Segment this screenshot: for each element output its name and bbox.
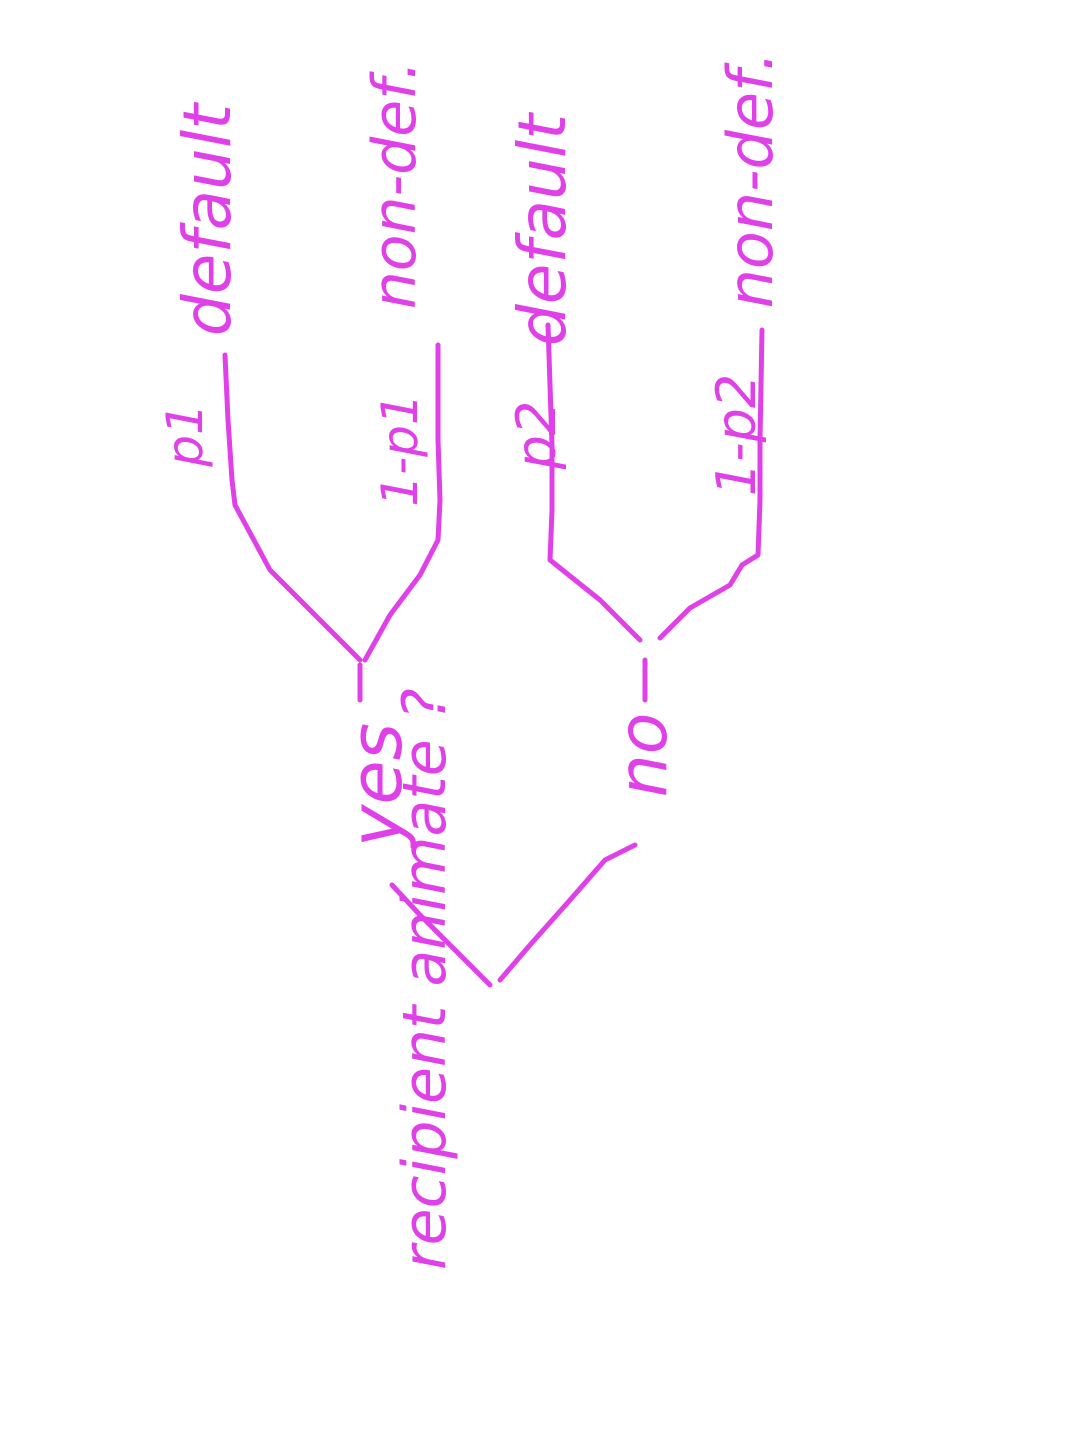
edge-yes-p1 xyxy=(222,352,363,663)
result-label-p2: default xyxy=(504,113,581,347)
edge-root-yes xyxy=(389,882,493,988)
prob-label-p2: p2 xyxy=(505,400,568,470)
result-label-p1: default xyxy=(169,103,246,337)
edge-no-1-p2 xyxy=(657,327,765,641)
edge-yes-1-p1 xyxy=(362,342,443,663)
edge-root-no xyxy=(497,842,638,983)
branch-label-yes: yes xyxy=(334,722,418,848)
edge-no-p2 xyxy=(545,322,643,643)
result-label-1-p2: non-def. xyxy=(714,51,787,309)
prob-label-1-p2: 1-p2 xyxy=(705,373,768,497)
branch-lines xyxy=(222,322,765,988)
result-label-1-p1: non-def. xyxy=(360,60,430,310)
root-question-line1: recipient animate ? xyxy=(390,688,460,1270)
prob-label-1-p1: 1-p1 xyxy=(371,393,429,507)
branch-label-no: no xyxy=(604,712,683,798)
prob-label-p1: p1 xyxy=(156,403,214,467)
